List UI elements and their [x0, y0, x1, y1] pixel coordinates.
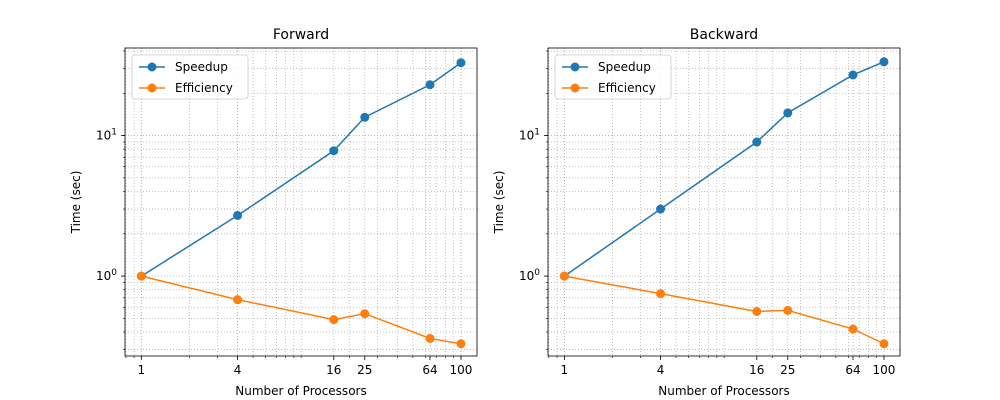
- x-tick-label: 25: [780, 363, 795, 377]
- legend-entry-speedup: Speedup: [562, 60, 651, 74]
- legend-entry-efficiency: Efficiency: [139, 81, 233, 95]
- y-axis-label: Time (sec): [69, 171, 83, 235]
- legend-label: Speedup: [598, 60, 651, 74]
- x-tick-label: 25: [357, 363, 372, 377]
- data-point: [783, 108, 793, 118]
- y-tick-label: 101: [519, 128, 540, 143]
- x-tick-label: 16: [326, 363, 341, 377]
- x-tick-label: 4: [234, 363, 242, 377]
- x-tick-label: 4: [657, 363, 665, 377]
- data-point: [879, 57, 889, 67]
- data-point: [752, 137, 762, 147]
- axes-frame: [547, 47, 901, 357]
- chart-panel-1: 1 4 16 25 64 100 100 101 Forward Number of Proces…: [69, 27, 478, 398]
- legend-marker: [570, 83, 580, 93]
- data-point: [783, 305, 793, 315]
- data-point: [656, 204, 666, 214]
- series-line: [140, 62, 462, 277]
- data-point: [848, 70, 858, 80]
- data-point: [456, 58, 466, 68]
- legend: Speedup Efficiency: [554, 54, 672, 100]
- legend-label: Efficiency: [598, 81, 656, 95]
- data-point: [656, 289, 666, 299]
- y-tick-label: 101: [96, 128, 117, 143]
- x-tick-label: 1: [561, 363, 569, 377]
- x-axis-label: Number of Processors: [235, 384, 366, 398]
- x-tick-label: 100: [873, 363, 896, 377]
- data-point: [329, 315, 339, 325]
- legend-marker: [570, 62, 580, 72]
- legend-label: Efficiency: [175, 81, 233, 95]
- series-line: [141, 275, 462, 345]
- data-point: [233, 295, 243, 305]
- legend-entry-speedup: Speedup: [139, 60, 228, 74]
- x-tick-label: 64: [845, 363, 860, 377]
- data-point: [848, 324, 858, 334]
- data-point: [456, 339, 466, 349]
- chart-title: Forward: [273, 27, 329, 43]
- legend-marker: [147, 62, 157, 72]
- y-tick-label: 100: [96, 268, 117, 283]
- series-efficiency: [136, 271, 466, 349]
- data-point: [136, 271, 146, 281]
- x-tick-label: 1: [138, 363, 146, 377]
- series-line: [564, 275, 885, 345]
- data-point: [425, 333, 435, 343]
- data-point: [425, 80, 435, 90]
- data-point: [879, 339, 889, 349]
- data-point: [360, 309, 370, 319]
- x-tick-label: 100: [450, 363, 473, 377]
- x-axis-label: Number of Processors: [658, 384, 789, 398]
- y-tick-label: 100: [519, 268, 540, 283]
- legend-marker: [147, 83, 157, 93]
- grid: [125, 48, 477, 356]
- x-tick-label: 16: [749, 363, 764, 377]
- y-axis-label: Time (sec): [492, 171, 506, 235]
- data-point: [559, 271, 569, 281]
- data-point: [329, 146, 339, 156]
- x-tick-label: 64: [422, 363, 437, 377]
- legend-label: Speedup: [175, 60, 228, 74]
- data-point: [360, 112, 370, 122]
- legend: Speedup Efficiency: [131, 54, 249, 100]
- grid: [548, 48, 900, 356]
- axes-frame: [124, 47, 478, 357]
- legend-entry-efficiency: Efficiency: [562, 81, 656, 95]
- data-point: [752, 306, 762, 316]
- series-efficiency: [559, 271, 889, 349]
- chart-panel-2: 1 4 16 25 64 100 100 101 Backward Number of Proce…: [492, 27, 901, 398]
- series-line: [563, 61, 885, 277]
- chart-title: Backward: [690, 27, 758, 43]
- data-point: [233, 210, 243, 220]
